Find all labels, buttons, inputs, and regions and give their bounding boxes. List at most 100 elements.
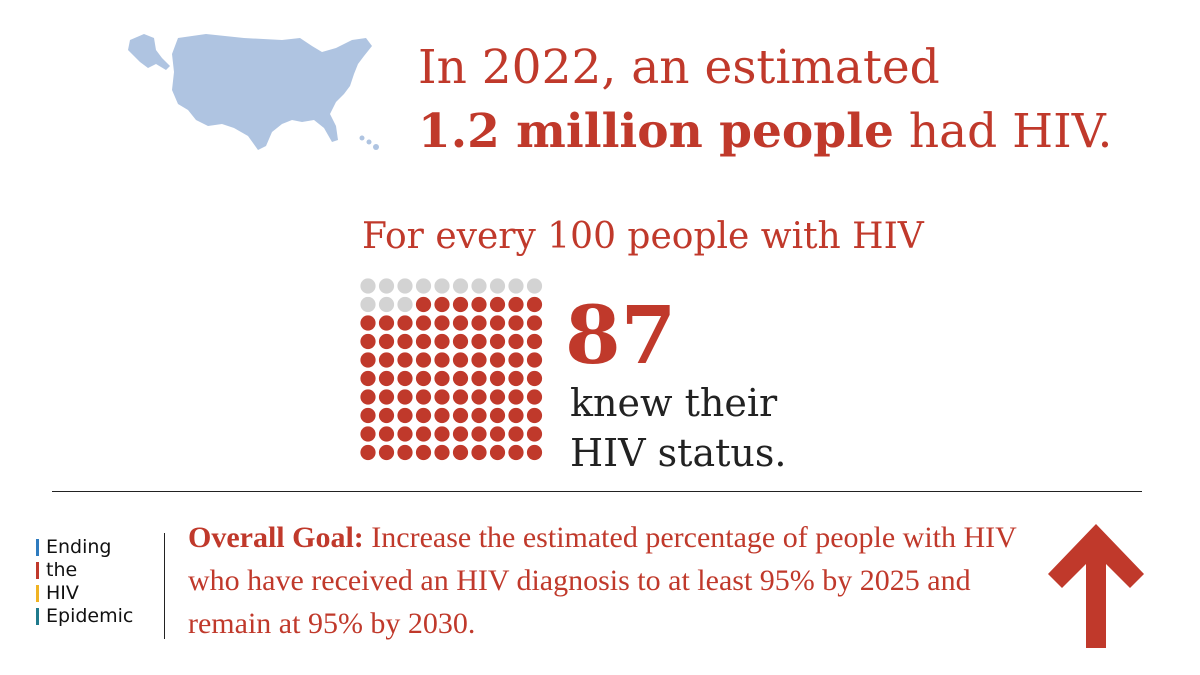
dot-highlighted (378, 315, 395, 331)
dot-highlighted (397, 426, 413, 442)
dot-highlighted (378, 333, 395, 350)
logo-text: HIV (46, 582, 79, 604)
dot-highlighted (415, 352, 432, 368)
dot-highlighted (526, 333, 543, 350)
dot-grid (360, 278, 543, 461)
headline-bold: 1.2 million people (418, 104, 894, 159)
stat-caption-line1: knew their (570, 381, 778, 425)
dot-highlighted (360, 426, 376, 442)
goal-text: Increase the estimated percentage of peo… (188, 521, 1017, 640)
dot-muted (378, 278, 395, 294)
dot-highlighted (415, 444, 432, 461)
logo-line: Epidemic (36, 605, 133, 628)
dot-highlighted (471, 389, 487, 405)
dot-highlighted (434, 444, 450, 461)
stat-caption: knew their HIV status. (570, 378, 786, 478)
headline: In 2022, an estimated 1.2 million people… (418, 36, 1112, 164)
dot-highlighted (434, 352, 450, 368)
dot-muted (508, 278, 524, 294)
dot-highlighted (452, 426, 469, 442)
dot-highlighted (452, 333, 469, 350)
headline-line1: In 2022, an estimated (418, 40, 940, 95)
dot-muted (415, 278, 432, 294)
dot-highlighted (508, 370, 524, 387)
dot-highlighted (471, 315, 487, 331)
dot-highlighted (508, 315, 524, 331)
dot-highlighted (397, 352, 413, 368)
dot-muted (434, 278, 450, 294)
dot-highlighted (489, 444, 506, 461)
dot-highlighted (397, 333, 413, 350)
dot-highlighted (526, 352, 543, 368)
logo-text: the (46, 559, 78, 581)
dot-highlighted (360, 333, 376, 350)
dot-muted (360, 296, 376, 313)
dot-highlighted (508, 426, 524, 442)
dot-highlighted (378, 352, 395, 368)
up-arrow-icon (1048, 524, 1144, 652)
logo-bar (36, 562, 39, 579)
dot-highlighted (434, 315, 450, 331)
us-map-icon (122, 28, 387, 158)
dot-highlighted (471, 370, 487, 387)
divider (52, 491, 1142, 492)
dot-highlighted (360, 389, 376, 405)
dot-highlighted (471, 407, 487, 424)
dot-highlighted (471, 426, 487, 442)
dot-highlighted (415, 426, 432, 442)
dot-highlighted (452, 389, 469, 405)
dot-highlighted (526, 444, 543, 461)
dot-muted (360, 278, 376, 294)
dot-highlighted (508, 389, 524, 405)
dot-highlighted (489, 315, 506, 331)
dot-highlighted (452, 296, 469, 313)
logo-line: Ending (36, 536, 133, 559)
dot-highlighted (452, 407, 469, 424)
logo-bar (36, 539, 39, 556)
dot-highlighted (526, 370, 543, 387)
dot-highlighted (434, 426, 450, 442)
dot-highlighted (452, 315, 469, 331)
dot-highlighted (489, 370, 506, 387)
dot-highlighted (508, 407, 524, 424)
dot-highlighted (434, 389, 450, 405)
dot-highlighted (378, 370, 395, 387)
dot-highlighted (434, 296, 450, 313)
dot-highlighted (452, 352, 469, 368)
dot-highlighted (471, 444, 487, 461)
dot-highlighted (526, 315, 543, 331)
overall-goal: Overall Goal: Increase the estimated per… (188, 516, 1038, 645)
dot-highlighted (397, 407, 413, 424)
dot-highlighted (471, 333, 487, 350)
dot-highlighted (397, 370, 413, 387)
logo-line: the (36, 559, 133, 582)
dot-highlighted (489, 296, 506, 313)
goal-label: Overall Goal: (188, 521, 364, 554)
dot-highlighted (508, 444, 524, 461)
dot-highlighted (489, 407, 506, 424)
dot-highlighted (378, 407, 395, 424)
ending-the-hiv-epidemic-logo: Ending the HIV Epidemic (36, 536, 133, 628)
dot-highlighted (397, 444, 413, 461)
logo-bar (36, 585, 39, 602)
dot-highlighted (434, 370, 450, 387)
dot-chart (360, 278, 550, 464)
logo-bar (36, 608, 39, 625)
stat-number: 87 (565, 288, 677, 382)
logo-line: HIV (36, 582, 133, 605)
dot-highlighted (452, 444, 469, 461)
subheading: For every 100 people with HIV (362, 216, 924, 257)
headline-line2: 1.2 million people had HIV. (418, 100, 1112, 164)
dot-highlighted (360, 407, 376, 424)
dot-highlighted (415, 315, 432, 331)
dot-highlighted (397, 315, 413, 331)
dot-highlighted (526, 389, 543, 405)
dot-highlighted (415, 296, 432, 313)
stat-caption-line2: HIV status. (570, 431, 787, 475)
headline-rest: had HIV. (893, 104, 1113, 159)
dot-highlighted (415, 370, 432, 387)
dot-muted (452, 278, 469, 294)
dot-highlighted (360, 352, 376, 368)
dot-highlighted (471, 296, 487, 313)
dot-highlighted (489, 333, 506, 350)
